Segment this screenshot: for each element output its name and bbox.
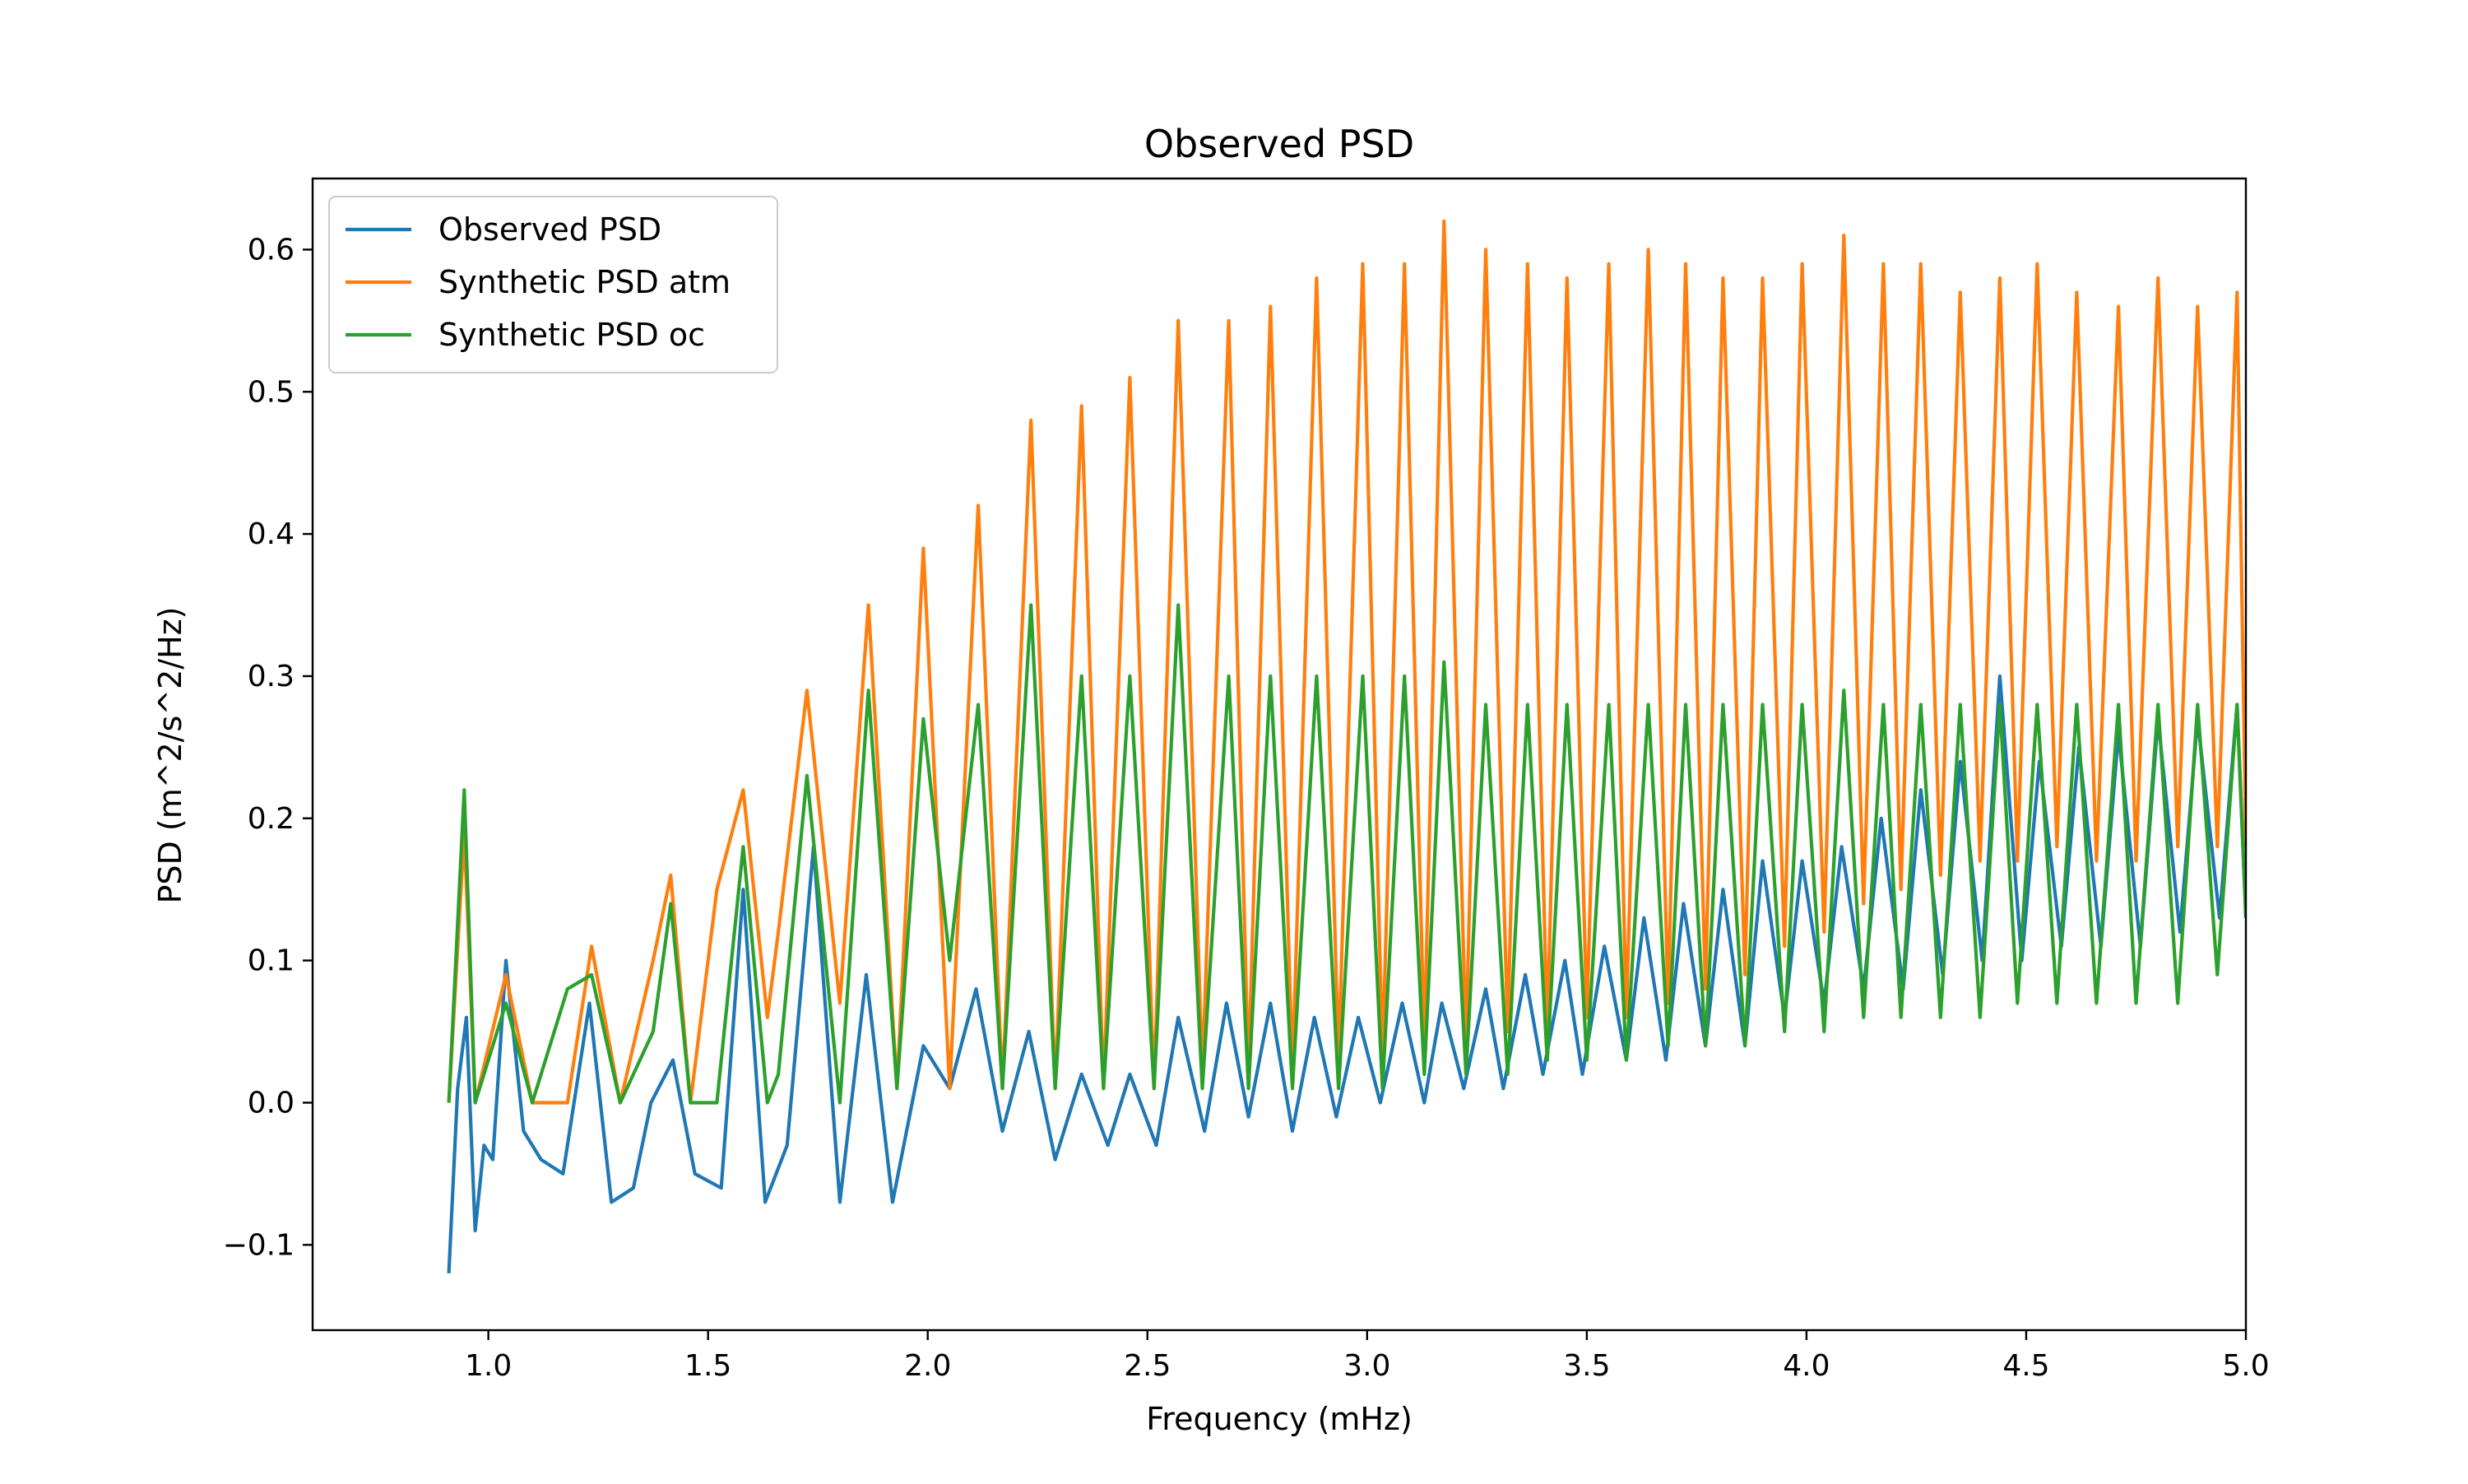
y-tick-label: 0.0 xyxy=(248,1086,295,1120)
y-tick-label: 0.2 xyxy=(248,802,295,836)
y-tick-label: 0.4 xyxy=(248,517,295,551)
series-line-2 xyxy=(447,219,2246,1105)
plot-area xyxy=(447,219,2246,1273)
x-tick-label: 1.5 xyxy=(684,1349,731,1383)
y-tick-label: 0.1 xyxy=(248,944,295,978)
x-axis-label: Frequency (mHz) xyxy=(1146,1401,1413,1437)
y-axis-label: PSD (m^2/s^2/Hz) xyxy=(152,607,188,904)
y-tick-label: −0.1 xyxy=(223,1228,295,1262)
legend-entry-label: Observed PSD xyxy=(438,211,661,248)
legend-box xyxy=(328,196,778,373)
y-tick-label: 0.3 xyxy=(248,660,295,693)
x-tick-label: 2.0 xyxy=(904,1349,951,1383)
x-tick-label: 1.0 xyxy=(465,1349,512,1383)
axes-layer: 1.0 1.5 2.0 2.5 3.0 3.5 4.0 4.5 5.0 −0.1 0.0 0.1 0.2… xyxy=(223,177,2270,1383)
series-line-3 xyxy=(447,603,2246,1105)
plot-frame xyxy=(311,177,2248,1332)
x-tick-label: 5.0 xyxy=(2222,1349,2269,1383)
legend: Observed PSD Synthetic PSD atm Synthetic P… xyxy=(328,196,778,373)
x-tick-label: 4.0 xyxy=(1783,1349,1830,1383)
y-tick-label: 0.6 xyxy=(248,233,295,267)
series-layer xyxy=(447,219,2246,1273)
legend-entry-label: Synthetic PSD oc xyxy=(438,317,705,353)
x-tick-label: 4.5 xyxy=(2002,1349,2049,1383)
x-tick-label: 3.0 xyxy=(1343,1349,1390,1383)
x-tick-label: 2.5 xyxy=(1124,1349,1171,1383)
y-tick-label: 0.5 xyxy=(248,375,295,409)
chart-title: Observed PSD xyxy=(1144,122,1414,166)
legend-entry-label: Synthetic PSD atm xyxy=(438,264,731,300)
x-tick-label: 3.5 xyxy=(1563,1349,1610,1383)
